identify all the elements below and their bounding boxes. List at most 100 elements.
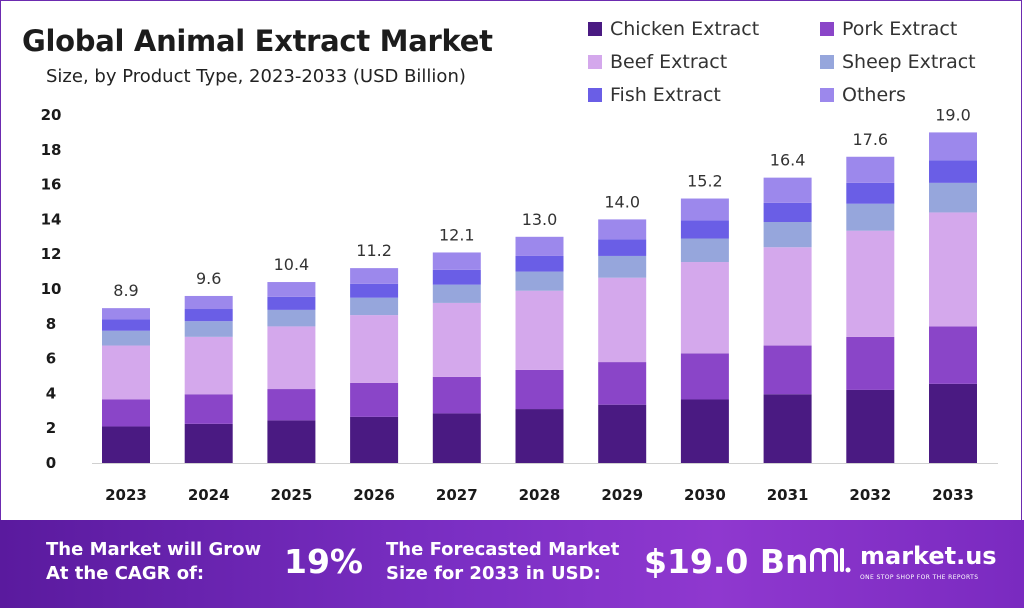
bar-segment-sheep-extract [432, 284, 481, 303]
bar-total-label: 17.6 [852, 130, 888, 149]
bar-total-label: 12.1 [439, 225, 475, 244]
bar-total-label: 10.4 [274, 255, 310, 274]
legend-item-pork-extract: Pork Extract [820, 16, 957, 42]
bar-segment-sheep-extract [763, 222, 812, 248]
bar-segment-pork-extract [515, 369, 564, 410]
cagr-label: The Market will Grow At the CAGR of: [46, 538, 276, 586]
y-tick-label: 2 [46, 419, 56, 437]
y-tick-label: 4 [46, 384, 56, 402]
x-tick-label: 2029 [601, 486, 643, 504]
bar-total-label: 15.2 [687, 172, 723, 191]
y-tick-label: 10 [41, 280, 62, 298]
bar-segment-others [680, 198, 729, 221]
bar-segment-chicken-extract [102, 426, 150, 463]
x-tick-label: 2031 [767, 486, 809, 504]
chart-title: Global Animal Extract Market [22, 24, 493, 58]
y-tick-label: 12 [41, 245, 62, 263]
bar-segment-beef-extract [763, 247, 812, 346]
bar-segment-others [763, 177, 812, 203]
bar-segment-fish-extract [432, 269, 481, 285]
bar-segment-beef-extract [350, 315, 399, 383]
legend-label-beef-extract: Beef Extract [610, 51, 728, 73]
bar-segment-others [929, 132, 977, 161]
bar-segment-chicken-extract [432, 413, 481, 463]
bar-segment-others [515, 236, 564, 256]
bar-segment-beef-extract [846, 230, 895, 337]
bar-segment-fish-extract [929, 160, 977, 183]
cagr-value: 19% [284, 542, 363, 581]
bar-segment-chicken-extract [680, 399, 729, 463]
bar-segment-others [598, 219, 647, 240]
bar-segment-sheep-extract [515, 271, 564, 291]
legend-swatch-sheep-extract [820, 55, 834, 69]
bar-segment-chicken-extract [267, 420, 316, 463]
brand-logo: market.us ONE STOP SHOP FOR THE REPORTS [808, 542, 1008, 592]
bar-segment-sheep-extract [598, 255, 647, 278]
bar-segment-pork-extract [350, 382, 399, 417]
bar-segment-pork-extract [102, 399, 150, 427]
bar-total-label: 8.9 [113, 281, 138, 300]
legend-label-pork-extract: Pork Extract [842, 18, 958, 40]
legend-swatch-chicken-extract [588, 22, 602, 36]
forecast-size-label-line1: The Forecasted Market [386, 539, 620, 560]
bar-segment-sheep-extract [680, 238, 729, 263]
bar-segment-beef-extract [184, 336, 233, 395]
y-tick-label: 8 [46, 315, 56, 333]
bar-segment-sheep-extract [929, 182, 977, 213]
x-tick-label: 2032 [849, 486, 891, 504]
bar-segment-fish-extract [350, 283, 399, 298]
bar-segment-pork-extract [763, 345, 812, 395]
x-tick-label: 2025 [271, 486, 313, 504]
legend-swatch-others [820, 88, 834, 102]
y-tick-label: 14 [41, 210, 62, 228]
bar-segment-chicken-extract [763, 394, 812, 463]
x-tick-label: 2028 [519, 486, 561, 504]
legend-item-others: Others [820, 82, 906, 108]
bar-segment-sheep-extract [184, 321, 233, 337]
forecast-size-value: $19.0 Bn [644, 542, 809, 581]
bar-segment-pork-extract [267, 389, 316, 421]
bar-segment-others [184, 295, 233, 310]
bar-segment-chicken-extract [515, 409, 564, 463]
x-tick-label: 2024 [188, 486, 230, 504]
bar-segment-sheep-extract [846, 203, 895, 231]
bar-total-label: 16.4 [770, 151, 806, 170]
bar-segment-fish-extract [846, 182, 895, 204]
forecast-size-label: The Forecasted Market Size for 2033 in U… [386, 538, 646, 586]
y-tick-label: 16 [41, 176, 62, 194]
bar-segment-chicken-extract [184, 423, 233, 463]
cagr-label-line2: At the CAGR of: [46, 563, 205, 584]
x-tick-label: 2030 [684, 486, 726, 504]
bar-segment-beef-extract [515, 290, 564, 370]
brand-tagline: ONE STOP SHOP FOR THE REPORTS [860, 574, 979, 581]
legend-item-sheep-extract: Sheep Extract [820, 49, 976, 75]
bar-segment-chicken-extract [846, 389, 895, 463]
summary-footer: The Market will Grow At the CAGR of: 19%… [0, 520, 1024, 608]
bar-total-label: 19.0 [935, 105, 971, 124]
bar-segment-chicken-extract [350, 416, 399, 463]
brand-name: market.us [860, 542, 997, 570]
bar-segment-fish-extract [267, 296, 316, 310]
bar-segment-sheep-extract [350, 297, 399, 316]
bar-segment-chicken-extract [598, 404, 647, 463]
bar-segment-beef-extract [267, 326, 316, 390]
legend-label-fish-extract: Fish Extract [610, 84, 721, 106]
bar-segment-fish-extract [680, 220, 729, 239]
legend-swatch-fish-extract [588, 88, 602, 102]
stacked-bar-chart: 0 2 4 6 8 10 12 14 16 18 20 8.9 2023 9.6 2024 10.4 2025 1… [41, 105, 998, 504]
bar-segment-sheep-extract [102, 330, 150, 346]
x-tick-label: 2033 [932, 486, 974, 504]
bar-segment-beef-extract [432, 302, 481, 377]
bar-segment-fish-extract [598, 239, 647, 256]
bar-segment-fish-extract [763, 202, 812, 223]
bar-segment-beef-extract [680, 262, 729, 354]
legend-label-chicken-extract: Chicken Extract [610, 18, 760, 40]
bar-total-label: 13.0 [522, 210, 558, 229]
forecast-size-label-line2: Size for 2033 in USD: [386, 563, 601, 584]
bar-segment-pork-extract [184, 394, 233, 424]
x-tick-label: 2027 [436, 486, 478, 504]
bar-total-label: 11.2 [356, 241, 392, 260]
bar-total-label: 9.6 [196, 269, 221, 288]
bar-segment-others [432, 252, 481, 270]
bar-segment-others [267, 282, 316, 297]
